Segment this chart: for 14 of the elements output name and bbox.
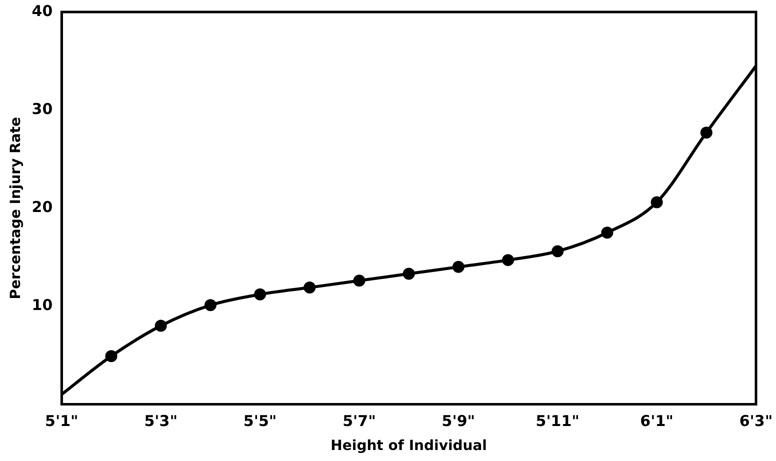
x-tick-label: 5'11"	[536, 412, 580, 430]
y-tick-label: 40	[32, 2, 53, 20]
y-tick-label: 20	[32, 198, 53, 216]
x-tick-label: 5'3"	[144, 412, 178, 430]
y-tick-label: 10	[32, 296, 53, 314]
x-tick-label: 6'3"	[739, 412, 773, 430]
x-tick-label: 5'1"	[45, 412, 78, 430]
x-tick-label: 6'1"	[640, 412, 674, 430]
x-tick-label: 5'9"	[442, 412, 476, 430]
x-tick-label: 5'5"	[243, 412, 277, 430]
x-axis-title: Height of Individual	[330, 438, 487, 454]
y-tick-label: 30	[32, 100, 53, 118]
y-axis-title: Percentage Injury Rate	[8, 116, 24, 300]
x-tick-label: 5'7"	[342, 412, 376, 430]
